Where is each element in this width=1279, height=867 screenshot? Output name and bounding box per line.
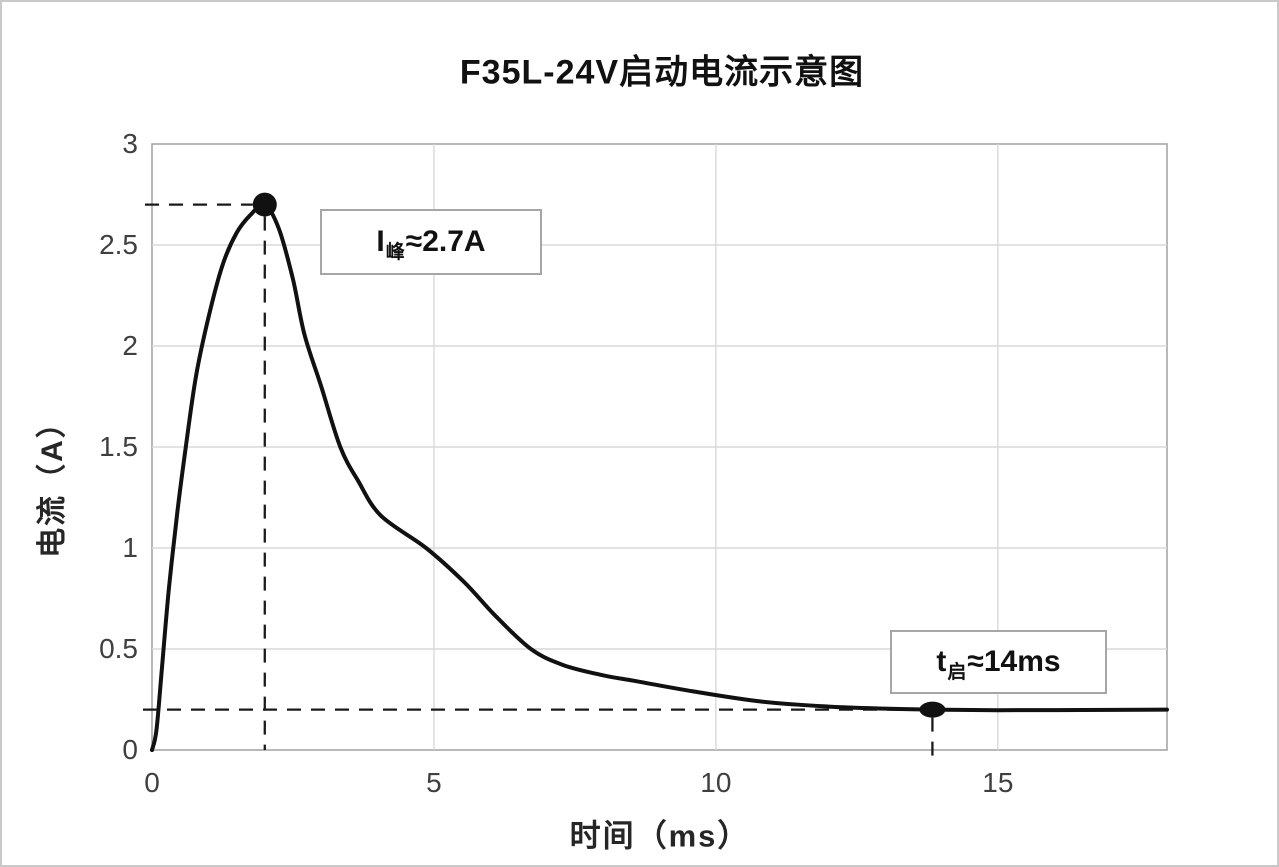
y-axis-title: 电流（A）: [36, 406, 69, 558]
y-tick-label: 2: [122, 330, 138, 361]
y-tick-label: 0.5: [99, 633, 138, 664]
startup-time-annotation: t启≈14ms: [890, 630, 1107, 694]
peak-annotation-text: I峰≈2.7A: [376, 225, 486, 263]
peak-annotation: I峰≈2.7A: [320, 209, 542, 275]
x-tick-label: 5: [426, 767, 442, 798]
current-curve: [150, 202, 1169, 752]
y-tick-label: 2.5: [99, 229, 138, 260]
startup-marker: [919, 701, 946, 718]
y-tick-label: 1: [122, 532, 138, 563]
chart-title: F35L-24V启动电流示意图: [459, 53, 865, 92]
startup-annotation-text: t启≈14ms: [936, 645, 1061, 683]
y-tick-label: 3: [122, 128, 138, 159]
y-tick-label: 0: [122, 734, 138, 765]
x-tick-label: 0: [144, 767, 160, 798]
x-axis-title: 时间（ms）: [569, 818, 751, 854]
x-tick-label: 15: [982, 767, 1014, 798]
x-tick-label: 10: [700, 767, 732, 798]
peak-marker: [252, 192, 277, 217]
y-tick-label: 1.5: [99, 431, 138, 462]
